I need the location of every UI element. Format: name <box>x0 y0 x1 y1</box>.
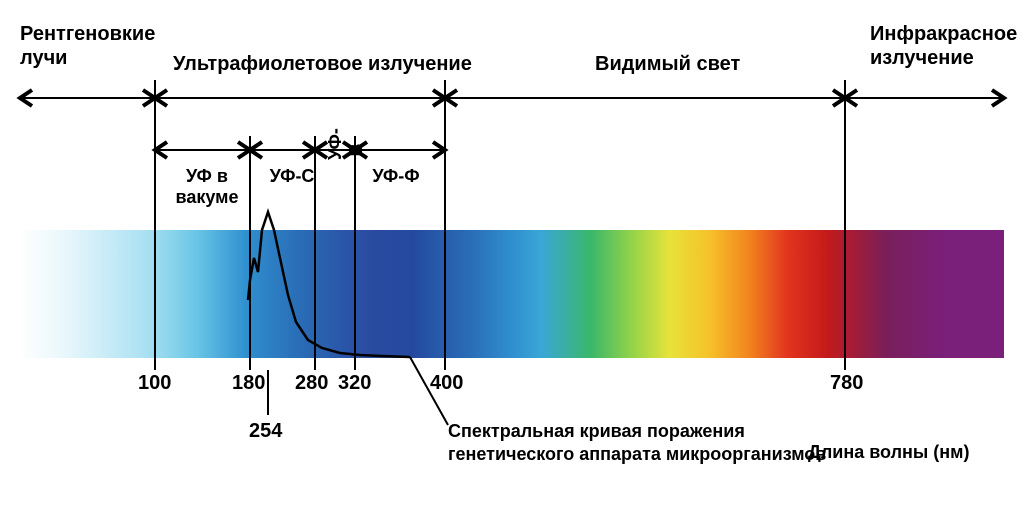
tick-280: 280 <box>295 372 328 395</box>
tick-780: 780 <box>830 372 863 395</box>
label-uv-f: УФ-Ф <box>366 166 426 187</box>
label-xray: Рентгеновкие лучи <box>20 22 155 70</box>
label-uv-b: УФ-В <box>325 140 366 160</box>
spectrum-gradient-band <box>20 230 1004 358</box>
label-visible: Видимый свет <box>595 52 740 76</box>
tick-400: 400 <box>430 372 463 395</box>
label-uv-vacuum: УФ в вакуме <box>168 166 246 207</box>
spectrum-diagram: Рентгеновкие лучи Ультрафиолетовое излуч… <box>0 0 1024 531</box>
axis-caption: Длина волны (нм) <box>808 442 969 463</box>
tick-100: 100 <box>138 372 171 395</box>
curve-caption: Спектральная кривая поражения генетическ… <box>448 420 848 467</box>
tick-254: 254 <box>249 420 282 443</box>
label-uv: Ультрафиолетовое излучение <box>173 52 472 76</box>
label-uv-c: УФ-С <box>262 166 322 187</box>
label-ir: Инфракрасное излучение <box>870 22 1017 70</box>
tick-180: 180 <box>232 372 265 395</box>
tick-320: 320 <box>338 372 371 395</box>
